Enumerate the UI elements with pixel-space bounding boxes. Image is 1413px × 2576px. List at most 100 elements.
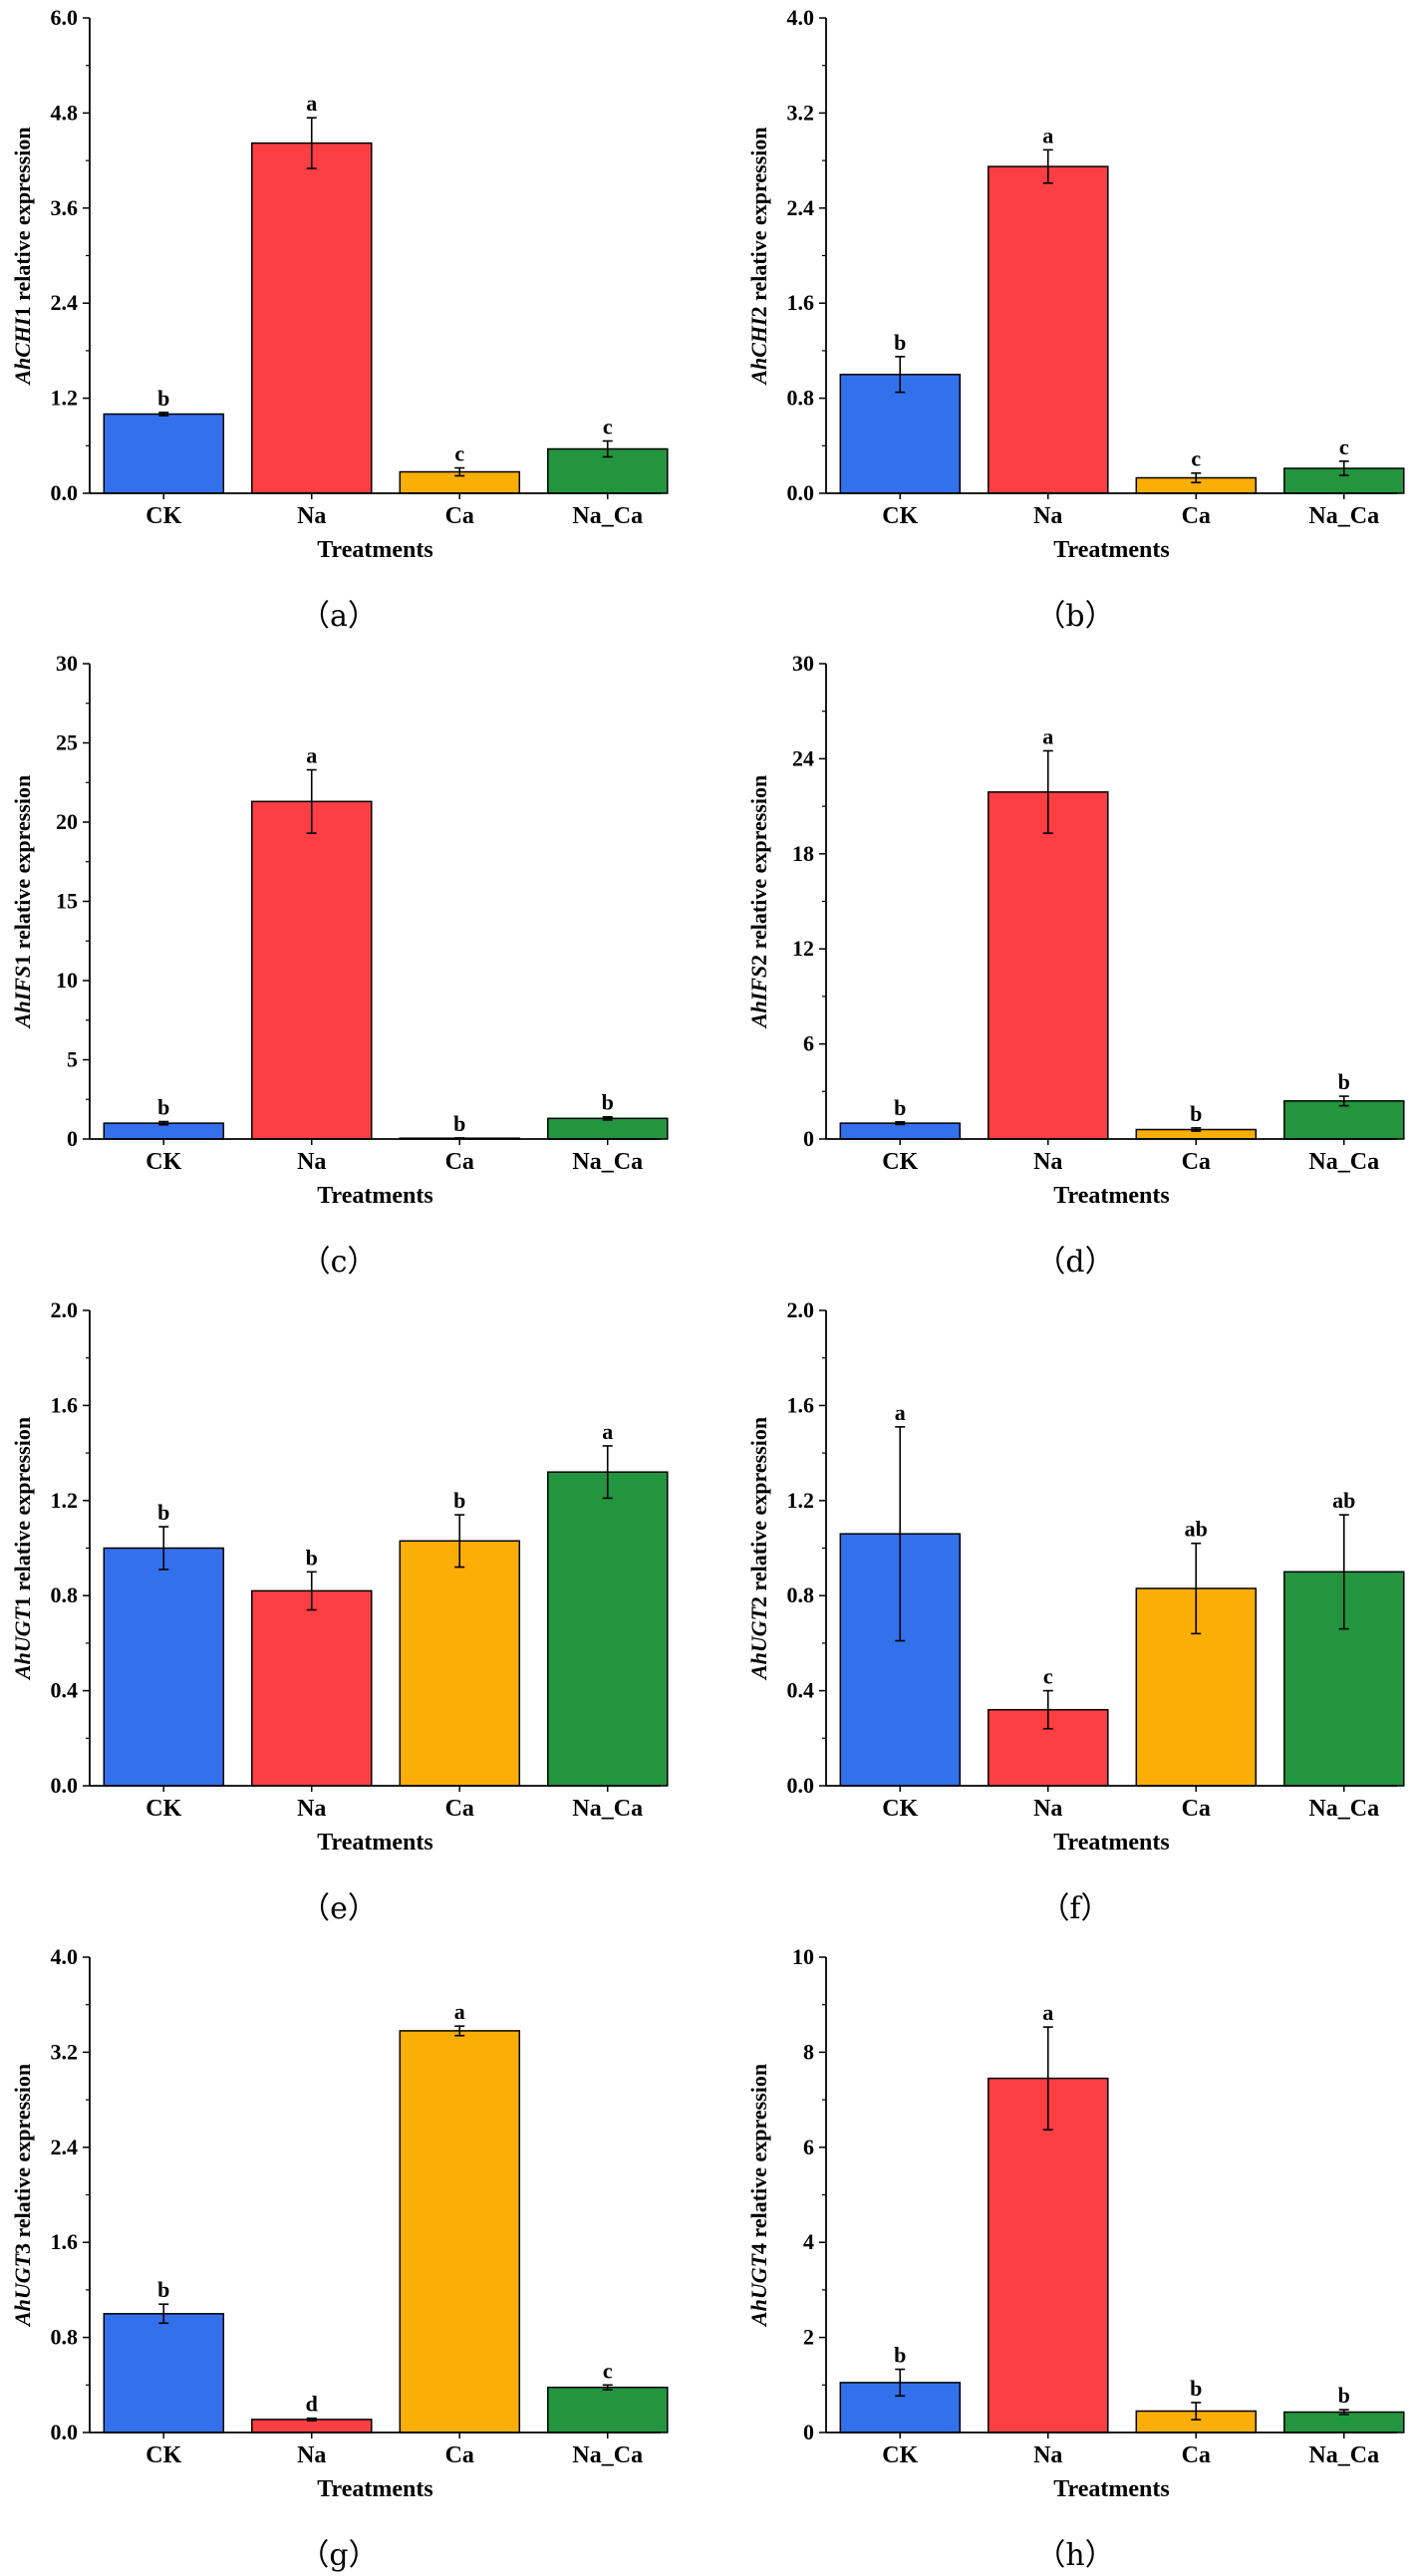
y-tick-label: 0.0 <box>51 1773 79 1798</box>
gene-name-suffix: 1 <box>10 955 35 966</box>
error-bar <box>895 1121 906 1126</box>
bar-na <box>988 2077 1109 2433</box>
significance-label: b <box>453 1111 465 1136</box>
bar-ck <box>103 2313 225 2433</box>
y-tick-label: 20 <box>56 809 78 834</box>
error-bar <box>602 1115 613 1121</box>
error-bar <box>306 2417 317 2422</box>
x-tick-label: Na_Ca <box>1308 503 1379 529</box>
significance-label: ab <box>1185 1517 1208 1542</box>
error-bar <box>602 2384 613 2391</box>
x-tick-label: CK <box>145 503 181 529</box>
y-tick-label: 4.0 <box>51 1944 79 1969</box>
panel-label: （f） <box>1039 1891 1110 1926</box>
y-tick-label: 0.8 <box>51 2325 79 2350</box>
y-axis-title-rest: relative expression <box>10 775 35 955</box>
y-tick-label: 1.2 <box>51 386 79 411</box>
error-bar <box>306 1571 317 1611</box>
panel-label: （e） <box>300 1891 378 1926</box>
y-tick-label: 30 <box>56 651 78 676</box>
y-tick-label: 0 <box>803 2420 814 2444</box>
gene-name-prefix: AhIFS <box>10 966 35 1029</box>
x-tick-label: Ca <box>445 1149 474 1175</box>
x-axis-title: Treatments <box>317 1183 432 1209</box>
y-tick-label: 0 <box>67 1126 78 1151</box>
bar-na <box>988 165 1109 494</box>
y-axis-title: AhCHI2 relative expression <box>746 127 771 386</box>
y-tick-label: 15 <box>56 889 78 914</box>
y-axis-title-rest: relative expression <box>746 775 771 955</box>
x-tick-label: Ca <box>445 503 474 529</box>
error-bar <box>1042 749 1053 834</box>
x-tick-label: CK <box>145 1796 181 1822</box>
gene-name-suffix: 2 <box>746 1596 771 1607</box>
significance-label: a <box>1042 724 1053 749</box>
y-tick-label: 2.0 <box>51 1297 79 1322</box>
error-bar <box>158 2303 169 2325</box>
y-tick-label: 4.8 <box>51 100 79 125</box>
x-tick-label: Na <box>297 503 326 529</box>
y-axis-title-rest: relative expression <box>10 2064 35 2243</box>
error-bar <box>895 356 906 394</box>
x-tick-label: CK <box>145 2442 181 2468</box>
error-bar <box>895 1426 906 1642</box>
y-tick-label: 8 <box>803 2039 814 2064</box>
y-axis-title-rest: relative expression <box>10 1417 35 1596</box>
y-tick-label: 24 <box>792 745 814 770</box>
y-tick-label: 1.6 <box>51 2229 79 2254</box>
significance-label: b <box>894 1095 906 1120</box>
x-tick-label: CK <box>882 1149 918 1175</box>
significance-label: b <box>157 1095 169 1120</box>
significance-label: a <box>1042 123 1053 147</box>
x-tick-label: Na <box>297 1796 326 1822</box>
significance-label: b <box>157 2277 169 2302</box>
significance-label: b <box>1338 1069 1350 1094</box>
error-bar <box>1191 1127 1202 1132</box>
y-tick-label: 6.0 <box>51 5 79 30</box>
x-tick-label: Na_Ca <box>1308 1149 1379 1175</box>
error-bar <box>1191 2402 1202 2421</box>
gene-name-suffix: 4 <box>746 2243 771 2254</box>
y-tick-label: 6 <box>803 2135 814 2159</box>
error-bar <box>1338 1514 1349 1630</box>
error-bar <box>158 412 169 417</box>
y-tick-label: 25 <box>56 730 78 755</box>
significance-label: a <box>895 1400 906 1425</box>
gene-name-prefix: AhUGT <box>10 2252 35 2328</box>
x-axis-title: Treatments <box>317 2476 432 2502</box>
error-bar <box>1042 1689 1053 1730</box>
y-axis-title-rest: relative expression <box>746 2064 771 2243</box>
error-bar <box>306 117 317 169</box>
error-bar <box>306 768 317 834</box>
y-tick-label: 0.4 <box>51 1678 79 1703</box>
panel-label: （a） <box>300 599 378 634</box>
gene-name-suffix: 2 <box>746 306 771 317</box>
y-tick-label: 1.6 <box>787 1392 815 1417</box>
x-tick-label: Na <box>297 2442 326 2468</box>
y-tick-label: 3.6 <box>51 195 79 220</box>
y-tick-label: 1.6 <box>51 1392 79 1417</box>
y-axis-title: AhIFS1 relative expression <box>10 775 35 1029</box>
bar-na-ca <box>547 2386 669 2433</box>
y-axis-title: AhUGT1 relative expression <box>10 1417 35 1681</box>
x-tick-label: Na_Ca <box>572 1796 643 1822</box>
error-bar <box>1338 460 1349 476</box>
y-tick-label: 2.4 <box>51 290 79 315</box>
panel-label: （g） <box>299 2538 378 2573</box>
error-bar <box>1042 148 1053 184</box>
y-tick-label: 2.0 <box>787 1297 815 1322</box>
x-tick-label: Ca <box>445 1796 474 1822</box>
gene-name-suffix: 3 <box>10 2243 35 2254</box>
gene-name-suffix: 2 <box>746 955 771 966</box>
y-tick-label: 0 <box>803 1126 814 1151</box>
error-bar <box>454 466 465 477</box>
significance-label: c <box>1043 1664 1053 1689</box>
significance-label: b <box>894 2343 906 2368</box>
error-bar <box>1338 2409 1349 2416</box>
y-tick-label: 0.0 <box>51 2420 79 2444</box>
y-tick-label: 0.8 <box>51 1582 79 1607</box>
y-axis-title: AhUGT4 relative expression <box>746 2064 771 2328</box>
y-tick-label: 2 <box>803 2325 814 2350</box>
